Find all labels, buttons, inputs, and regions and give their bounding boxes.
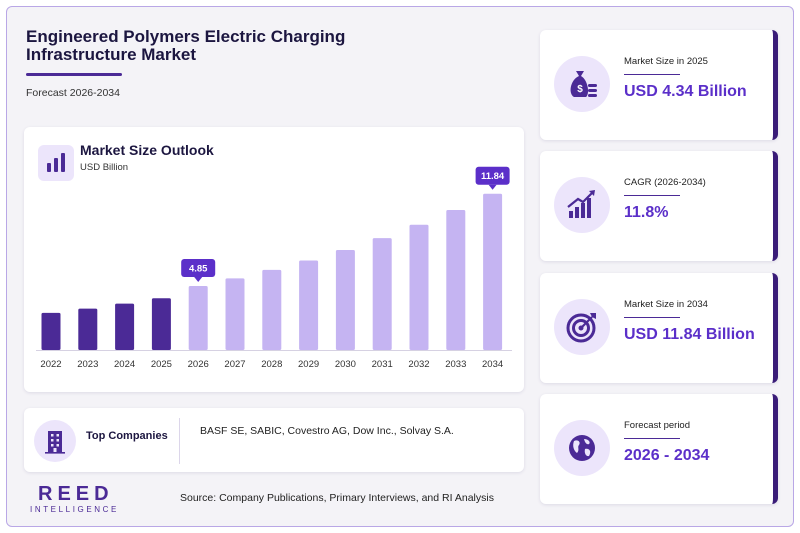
source-note: Source: Company Publications, Primary In…	[180, 492, 494, 504]
top-companies-list: BASF SE, SABIC, Covestro AG, Dow Inc., S…	[200, 425, 454, 437]
bar-chart-icon	[38, 145, 74, 181]
stat-card-cagr: CAGR (2026-2034) 11.8%	[540, 151, 778, 261]
x-tick-label: 2024	[114, 359, 135, 370]
companies-divider	[179, 418, 180, 464]
callout-box	[181, 258, 216, 277]
bar-2027	[225, 278, 245, 350]
stat-value: 2026 - 2034	[624, 447, 710, 464]
chart-title: Market Size Outlook	[80, 142, 214, 158]
brand-logo: REED	[38, 483, 114, 505]
chart-card: 2022 2023 2024 2025 2026 2027 2028 2029 2030 2031…	[24, 127, 524, 392]
x-tick-label: 2032	[408, 359, 429, 370]
page-title: Engineered Polymers Electric Charging In…	[26, 27, 346, 64]
x-tick-label: 2025	[151, 359, 172, 370]
x-tick-label: 2034	[482, 359, 503, 370]
callout-pointer	[194, 276, 203, 282]
callout-pointer	[488, 184, 497, 190]
x-tick-label: 2031	[372, 359, 393, 370]
bar-2024	[115, 303, 135, 350]
top-companies-label: Top Companies	[86, 430, 168, 442]
chart-unit: USD Billion	[80, 162, 129, 173]
stat-label: Market Size in 2025	[624, 56, 708, 67]
bar-2030	[335, 249, 355, 350]
stat-divider	[624, 195, 680, 196]
stat-divider	[624, 438, 680, 439]
stat-card-market-size-2025: $ Market Size in 2025 USD 4.34 Billion	[540, 30, 778, 140]
svg-text:$: $	[577, 84, 583, 95]
bar-2031	[372, 238, 392, 350]
growth-chart-icon	[554, 177, 610, 233]
bar-2034	[483, 193, 503, 350]
stat-value: USD 11.84 Billion	[624, 326, 755, 343]
stat-divider	[624, 317, 680, 318]
x-tick-label: 2022	[40, 359, 61, 370]
money-bag-icon: $	[554, 56, 610, 112]
top-companies-card: Top Companies BASF SE, SABIC, Covestro A…	[24, 408, 524, 472]
callout-label: 11.84	[481, 171, 505, 182]
x-tick-label: 2026	[188, 359, 209, 370]
stat-label: Market Size in 2034	[624, 299, 708, 310]
x-tick-label: 2030	[335, 359, 356, 370]
stat-value: 11.8%	[624, 204, 669, 221]
callout-box	[475, 166, 510, 185]
callout-label: 4.85	[189, 263, 208, 274]
market-size-chart: 2022 2023 2024 2025 2026 2027 2028 2029 2030 2031…	[36, 166, 512, 370]
building-icon	[34, 420, 76, 462]
x-tick-label: 2027	[224, 359, 245, 370]
brand-logo-subtitle: INTELLIGENCE	[30, 505, 119, 514]
stat-label: Forecast period	[624, 420, 691, 431]
bar-2029	[299, 260, 319, 350]
bar-2032	[409, 224, 429, 350]
stat-card-market-size-2034: Market Size in 2034 USD 11.84 Billion	[540, 273, 778, 383]
globe-icon	[554, 420, 610, 476]
x-tick-label: 2029	[298, 359, 319, 370]
bar-2022	[41, 312, 61, 350]
title-underline	[26, 73, 122, 76]
stat-value: USD 4.34 Billion	[624, 83, 747, 100]
x-tick-label: 2028	[261, 359, 282, 370]
target-icon	[554, 299, 610, 355]
x-tick-label: 2033	[445, 359, 466, 370]
stat-divider	[624, 74, 680, 75]
stat-label: CAGR (2026-2034)	[624, 177, 706, 188]
bar-2028	[262, 269, 282, 350]
stat-card-forecast-period: Forecast period 2026 - 2034	[540, 394, 778, 504]
bar-2023	[78, 308, 98, 350]
bar-2033	[446, 209, 466, 350]
x-tick-label: 2023	[77, 359, 98, 370]
page-subtitle: Forecast 2026-2034	[26, 87, 120, 99]
bar-2026	[188, 285, 208, 350]
bar-2025	[151, 298, 171, 350]
